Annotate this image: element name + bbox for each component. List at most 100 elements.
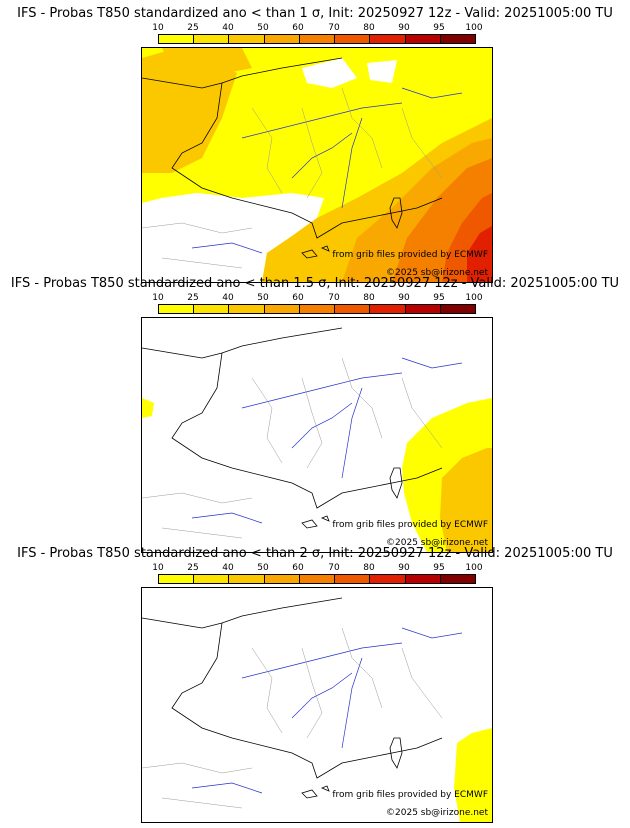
colorbar-swatch: [335, 575, 371, 583]
colorbar-tick: 25: [187, 23, 199, 33]
colorbar-tick: 10: [152, 563, 164, 573]
colorbar-swatch: [405, 305, 441, 313]
colorbar-tick: 60: [292, 23, 304, 33]
colorbar-swatch: [299, 35, 336, 43]
copyright-credit: ©2025 sb@irizone.net: [386, 268, 488, 278]
colorbar-swatch: [299, 575, 336, 583]
probability-map: from grib files provided by ECMWF ©2025 …: [141, 47, 493, 283]
colorbar-swatch: [159, 305, 195, 313]
colorbar-swatch: [370, 305, 406, 313]
prob-area-25-b: [162, 48, 252, 78]
rivers: [191, 87, 463, 254]
colorbar-tick: 90: [398, 563, 410, 573]
colorbar-tick: 60: [292, 293, 304, 303]
admin-borders: [142, 87, 443, 269]
coastline: [142, 57, 343, 89]
colorbar-tick: 50: [257, 23, 269, 33]
source-credit: from grib files provided by ECMWF: [332, 790, 488, 800]
colorbar-tick: 100: [465, 563, 483, 573]
colorbar-tick: 25: [187, 563, 199, 573]
colorbar-tick: 70: [328, 563, 340, 573]
colorbar-tick: 80: [363, 23, 375, 33]
colorbar-tick: 40: [222, 293, 234, 303]
colorbar-swatch: [194, 305, 230, 313]
rivers: [191, 357, 463, 524]
colorbar-swatch: [229, 575, 265, 583]
colorbar-tick: 50: [257, 293, 269, 303]
probability-map: from grib files provided by ECMWF ©2025 …: [141, 317, 493, 553]
colorbar-swatch: [440, 305, 475, 313]
colorbar-tick: 10: [152, 23, 164, 33]
panel-title: IFS - Probas T850 standardized ano < tha…: [10, 276, 620, 291]
colorbar-swatch: [370, 35, 406, 43]
admin-borders: [142, 357, 443, 539]
map-panel-3: IFS - Probas T850 standardized ano < tha…: [0, 546, 630, 823]
colorbar-swatch: [264, 35, 300, 43]
colorbar-tick: 80: [363, 563, 375, 573]
prob-gap: [302, 58, 357, 88]
coastline: [171, 622, 443, 779]
colorbar: [158, 574, 476, 584]
colorbar-tick: 60: [292, 563, 304, 573]
colorbar: [158, 34, 476, 44]
islands: [301, 515, 330, 529]
source-credit: from grib files provided by ECMWF: [332, 250, 488, 260]
colorbar-tick: 95: [433, 23, 445, 33]
colorbar-tick: 100: [465, 293, 483, 303]
copyright-credit: ©2025 sb@irizone.net: [386, 538, 488, 548]
colorbar-tick: 40: [222, 563, 234, 573]
colorbar-swatch: [335, 35, 371, 43]
prob-area-25: [142, 48, 237, 173]
prob-area-25: [440, 448, 492, 552]
colorbar-tick: 50: [257, 563, 269, 573]
colorbar: [158, 304, 476, 314]
copyright-credit: ©2025 sb@irizone.net: [386, 808, 488, 818]
colorbar-tick: 80: [363, 293, 375, 303]
coastline: [142, 597, 343, 629]
colorbar-ticks: 10 25 40 50 60 70 80 90 95 100: [152, 563, 482, 573]
colorbar-swatch: [405, 35, 441, 43]
colorbar-tick: 40: [222, 23, 234, 33]
prob-gap: [367, 60, 397, 83]
corsica: [389, 467, 403, 499]
colorbar-swatch: [229, 35, 265, 43]
corsica: [389, 737, 403, 769]
colorbar-tick: 90: [398, 23, 410, 33]
source-credit: from grib files provided by ECMWF: [332, 520, 488, 530]
colorbar-tick: 95: [433, 293, 445, 303]
colorbar-tick: 90: [398, 293, 410, 303]
panel-title: IFS - Probas T850 standardized ano < tha…: [17, 546, 613, 561]
colorbar-tick: 70: [328, 293, 340, 303]
prob-area-10: [454, 728, 492, 822]
colorbar-swatch: [264, 305, 300, 313]
map-panel-2: IFS - Probas T850 standardized ano < tha…: [0, 276, 630, 553]
colorbar-swatch: [440, 575, 475, 583]
colorbar-swatch: [264, 575, 300, 583]
map-panel-1: IFS - Probas T850 standardized ano < tha…: [0, 6, 630, 283]
rivers: [191, 627, 463, 794]
colorbar-tick: 10: [152, 293, 164, 303]
coastline: [171, 82, 443, 239]
colorbar-ticks: 10 25 40 50 60 70 80 90 95 100: [152, 23, 482, 33]
colorbar-tick: 25: [187, 293, 199, 303]
colorbar-tick: 100: [465, 23, 483, 33]
prob-gap: [142, 193, 272, 282]
colorbar-ticks: 10 25 40 50 60 70 80 90 95 100: [152, 293, 482, 303]
colorbar-tick: 70: [328, 23, 340, 33]
colorbar-swatch: [194, 575, 230, 583]
colorbar-swatch: [405, 575, 441, 583]
colorbar-swatch: [159, 575, 195, 583]
panel-title: IFS - Probas T850 standardized ano < tha…: [17, 6, 613, 21]
coastline: [142, 327, 343, 359]
probability-map: from grib files provided by ECMWF ©2025 …: [141, 587, 493, 823]
coastline: [171, 352, 443, 509]
colorbar-swatch: [159, 35, 195, 43]
colorbar-swatch: [229, 305, 265, 313]
colorbar-swatch: [299, 305, 336, 313]
admin-borders: [142, 627, 443, 809]
prob-area-80: [467, 226, 492, 282]
prob-area-10-w: [142, 398, 154, 418]
colorbar-swatch: [194, 35, 230, 43]
colorbar-swatch: [335, 305, 371, 313]
colorbar-swatch: [440, 35, 475, 43]
